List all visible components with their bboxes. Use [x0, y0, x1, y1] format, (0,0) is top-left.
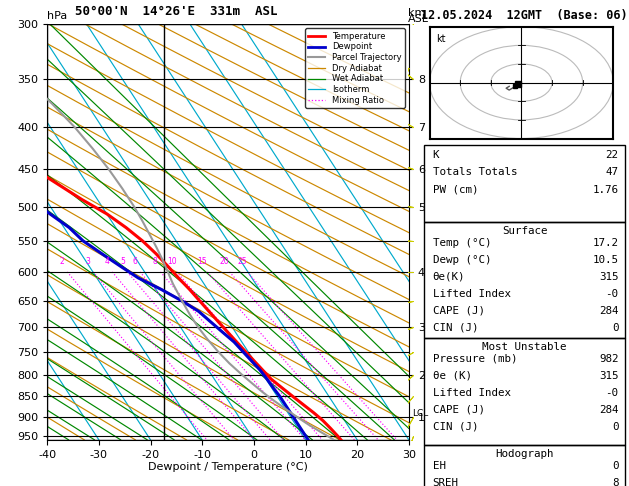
- Text: -0: -0: [606, 388, 618, 398]
- Text: Dewp (°C): Dewp (°C): [433, 255, 491, 265]
- Text: 12.05.2024  12GMT  (Base: 06): 12.05.2024 12GMT (Base: 06): [421, 9, 628, 22]
- Text: CIN (J): CIN (J): [433, 422, 478, 432]
- Text: Pressure (mb): Pressure (mb): [433, 354, 517, 364]
- Text: Totals Totals: Totals Totals: [433, 167, 517, 177]
- Text: -0: -0: [606, 289, 618, 299]
- Text: kt: kt: [436, 34, 445, 44]
- Text: 10.5: 10.5: [593, 255, 618, 265]
- Bar: [425, 145, 625, 222]
- Text: 17.2: 17.2: [593, 238, 618, 248]
- Text: 47: 47: [606, 167, 618, 177]
- Text: 10: 10: [167, 257, 176, 266]
- Text: 315: 315: [599, 272, 618, 282]
- Text: Most Unstable: Most Unstable: [482, 342, 567, 352]
- Text: 50°00'N  14°26'E  331m  ASL: 50°00'N 14°26'E 331m ASL: [75, 5, 278, 18]
- Text: Lifted Index: Lifted Index: [433, 289, 511, 299]
- Text: EH: EH: [433, 461, 446, 471]
- Text: 3: 3: [86, 257, 91, 266]
- Text: 20: 20: [220, 257, 229, 266]
- Text: CAPE (J): CAPE (J): [433, 306, 485, 316]
- Text: θe(K): θe(K): [433, 272, 465, 282]
- Text: 8: 8: [153, 257, 158, 266]
- Text: 4: 4: [105, 257, 109, 266]
- Text: PW (cm): PW (cm): [433, 185, 478, 195]
- Text: 22: 22: [606, 150, 618, 160]
- Text: 284: 284: [599, 405, 618, 415]
- Text: Hodograph: Hodograph: [495, 449, 554, 459]
- Text: LCL: LCL: [412, 409, 428, 418]
- Text: 284: 284: [599, 306, 618, 316]
- Text: 6: 6: [133, 257, 137, 266]
- Bar: [425, 222, 625, 338]
- Text: 0: 0: [612, 422, 618, 432]
- Text: 982: 982: [599, 354, 618, 364]
- Text: 315: 315: [599, 371, 618, 381]
- Text: km: km: [408, 8, 425, 18]
- X-axis label: Dewpoint / Temperature (°C): Dewpoint / Temperature (°C): [148, 462, 308, 472]
- Text: Surface: Surface: [502, 226, 547, 237]
- Text: hPa: hPa: [47, 11, 67, 21]
- Text: 8: 8: [612, 478, 618, 486]
- Text: CAPE (J): CAPE (J): [433, 405, 485, 415]
- Text: SREH: SREH: [433, 478, 459, 486]
- Text: 25: 25: [237, 257, 247, 266]
- Text: 15: 15: [197, 257, 207, 266]
- Text: 0: 0: [612, 461, 618, 471]
- Text: CIN (J): CIN (J): [433, 323, 478, 333]
- Bar: [425, 445, 625, 486]
- Bar: [425, 338, 625, 445]
- Legend: Temperature, Dewpoint, Parcel Trajectory, Dry Adiabat, Wet Adiabat, Isotherm, Mi: Temperature, Dewpoint, Parcel Trajectory…: [305, 29, 404, 108]
- Text: Temp (°C): Temp (°C): [433, 238, 491, 248]
- Text: 5: 5: [120, 257, 125, 266]
- Text: 2: 2: [60, 257, 65, 266]
- Text: 1.76: 1.76: [593, 185, 618, 195]
- Text: ASL: ASL: [408, 14, 428, 24]
- Text: θe (K): θe (K): [433, 371, 472, 381]
- Text: Lifted Index: Lifted Index: [433, 388, 511, 398]
- Text: K: K: [433, 150, 439, 160]
- Text: 0: 0: [612, 323, 618, 333]
